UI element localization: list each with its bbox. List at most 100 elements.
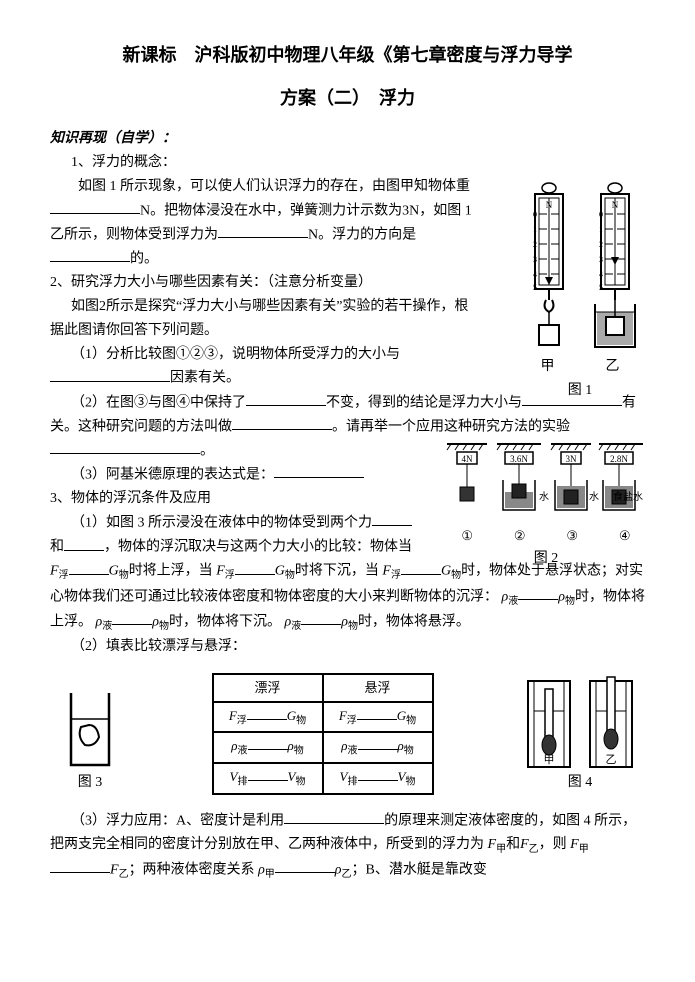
svg-text:3: 3 (599, 255, 603, 264)
sym: 甲 (265, 869, 275, 880)
s3-q3a: （3）浮力应用：A、密度计是利用 (71, 813, 284, 828)
sym: ρ (335, 862, 342, 877)
sym: 物 (285, 571, 295, 582)
sym: ρ (152, 614, 159, 629)
s1-text-c: N。浮力的方向是 (308, 227, 416, 242)
s3-q3d: ，则 (539, 837, 567, 852)
s1-body: 如图 1 所示现象，可以使人们认识浮力的存在，由图甲知物体重N。把物体浸没在水中… (50, 175, 480, 271)
svg-text:1: 1 (599, 225, 603, 234)
svg-text:3.6N: 3.6N (510, 454, 528, 464)
s1-text-d: 的。 (130, 251, 158, 266)
figure-2: 4N 3.6N 水 3N 水 (441, 440, 651, 571)
svg-text:5: 5 (533, 283, 537, 292)
blank[interactable] (50, 199, 140, 214)
sym: 乙 (119, 869, 129, 880)
fig2-l2: ② (514, 525, 526, 547)
s2-q1: （1）分析比较图①②③，说明物体所受浮力的大小与 因素有关。 (50, 343, 480, 391)
svg-text:2.8N: 2.8N (610, 454, 628, 464)
figure-3: 图 3 (50, 689, 130, 795)
figure-4: 甲 乙 图 4 (515, 671, 645, 795)
blank[interactable] (235, 559, 275, 574)
svg-text:2: 2 (599, 240, 603, 249)
svg-text:1: 1 (533, 225, 537, 234)
s3-q3c: 和 (506, 837, 520, 852)
s3-q1e: 时将下沉，当 (295, 564, 379, 579)
s2-q2d: 。请再举一个应用这种研究方法的实验 (332, 419, 570, 434)
blank[interactable] (50, 439, 200, 454)
svg-text:食盐水: 食盐水 (613, 490, 643, 503)
sym: 物 (451, 571, 461, 582)
blank[interactable] (64, 535, 104, 550)
section-1: 1、浮力的概念： 如图 1 所示现象，可以使人们认识浮力的存在，由图甲知物体重N… (50, 151, 480, 271)
s2-intro: 如图2所示是探究“浮力大小与哪些因素有关”实验的若干操作，根据此图请你回答下列问… (50, 295, 480, 343)
sym: F (570, 837, 579, 852)
sym: F (110, 862, 119, 877)
sym: 浮 (225, 571, 235, 582)
blank[interactable] (50, 247, 130, 262)
svg-text:3N: 3N (566, 454, 578, 464)
blank[interactable] (50, 858, 110, 873)
experiment-setups-icon: 4N 3.6N 水 3N 水 (441, 440, 651, 525)
sym: F (488, 837, 497, 852)
fig2-label: 图 2 (441, 547, 651, 571)
svg-text:4N: 4N (462, 454, 474, 464)
sym: 甲 (496, 844, 506, 855)
svg-text:水: 水 (589, 491, 599, 503)
svg-text:0: 0 (599, 210, 603, 219)
sym: 物 (348, 621, 358, 632)
sym: 液 (102, 621, 112, 632)
blank[interactable] (69, 559, 109, 574)
sym: 甲 (579, 844, 589, 855)
densimeters-icon: 甲 乙 (516, 671, 644, 771)
sym: G (275, 564, 285, 579)
svg-text:4: 4 (599, 270, 603, 279)
blank[interactable] (50, 366, 170, 381)
blank[interactable] (401, 559, 441, 574)
sym: 浮 (391, 571, 401, 582)
title-main: 新课标 沪科版初中物理八年级《第七章密度与浮力导学 (50, 40, 645, 71)
blank[interactable] (274, 463, 364, 478)
sym: 物 (565, 596, 575, 607)
svg-text:3: 3 (533, 255, 537, 264)
svg-text:4: 4 (533, 270, 537, 279)
sym: ρ (558, 589, 565, 604)
s3-q3: （3）浮力应用：A、密度计是利用的原理来测定液体密度的，如图 4 所示，把两支完… (50, 809, 645, 883)
blank[interactable] (232, 415, 332, 430)
s3-q1d: 时将上浮，当 (129, 564, 213, 579)
blank[interactable] (284, 809, 384, 824)
svg-text:5: 5 (599, 283, 603, 292)
sym: 液 (291, 621, 301, 632)
blank[interactable] (112, 610, 152, 625)
comparison-table: 漂浮悬浮 F浮G物 F浮G物 ρ液ρ物 ρ液ρ物 V排V物 V排V物 (212, 673, 434, 795)
cell: V排V物 (213, 763, 323, 794)
svg-text:2: 2 (533, 240, 537, 249)
section-header: 知识再现（自学）： (50, 127, 645, 151)
fig1-jia-label: 甲 (541, 355, 555, 379)
s3-q1c: ，物体的浮沉取决与这两个力大小的比较：物体当 (104, 540, 412, 555)
s2-q2a: （2）在图③与图④中保持了 (71, 395, 246, 410)
sym: F (50, 564, 59, 579)
blank[interactable] (518, 585, 558, 600)
svg-text:N: N (546, 200, 553, 210)
sym: F (382, 564, 391, 579)
s2-q2e: 。 (200, 443, 214, 458)
s1-heading: 1、浮力的概念： (50, 151, 480, 175)
blank[interactable] (275, 858, 335, 873)
s3-q1-wrap: （1）如图 3 所示浸没在液体中的物体受到两个力和，物体的浮沉取决与这两个力大小… (50, 511, 415, 559)
blank[interactable] (218, 223, 308, 238)
blank[interactable] (301, 610, 341, 625)
sym: 液 (508, 596, 518, 607)
s3-q3e: ；两种液体密度关系 (129, 862, 255, 877)
svg-text:水: 水 (539, 491, 549, 503)
s3-q3f: ；B、潜水艇是靠改变 (352, 862, 487, 877)
svg-text:0: 0 (533, 210, 537, 219)
title-sub: 方案（二） 浮力 (50, 83, 645, 114)
spring-scales-icon: N 01 23 45 N 01 23 45 (515, 180, 645, 355)
s2-q1b: 因素有关。 (170, 371, 240, 386)
blank[interactable] (246, 391, 326, 406)
cell: F浮G物 (323, 702, 433, 733)
s3-q2: （2）填表比较漂浮与悬浮： (50, 635, 645, 659)
fig3-label: 图 3 (50, 771, 130, 795)
blank[interactable] (372, 511, 412, 526)
cell: V排V物 (323, 763, 433, 794)
